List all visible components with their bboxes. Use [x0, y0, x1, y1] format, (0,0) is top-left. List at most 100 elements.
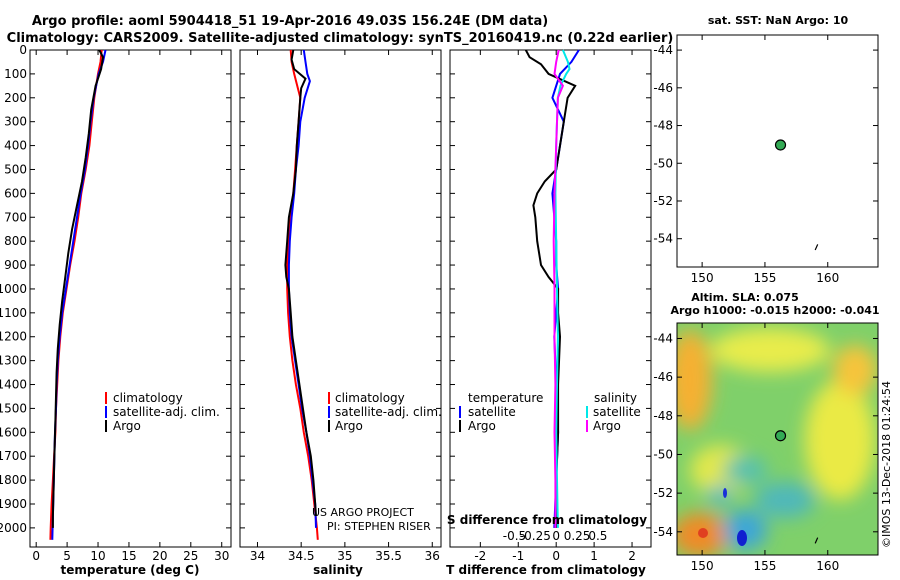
coast-fragment	[814, 244, 819, 251]
temperature-panel-frame	[29, 49, 232, 548]
coast-fragment	[814, 537, 819, 544]
x-tick-label: 2	[628, 549, 636, 563]
y-tick-label: 1600	[0, 425, 27, 439]
sla-blob-cyan	[723, 456, 767, 484]
x-tick-label: 35	[337, 549, 352, 563]
sla-core-blue	[723, 488, 727, 498]
y-tick-label: 1500	[0, 401, 27, 415]
imos-timestamp: ©IMOS 13-Dec-2018 01:24:54	[880, 381, 893, 548]
salinity-legend: climatology satellite-adj. clim. Argo	[328, 391, 442, 433]
s-top-tick-label: 0	[552, 529, 560, 543]
x-tick-label: 20	[152, 549, 167, 563]
y-tick-label: 800	[4, 234, 27, 248]
altim-map-title-1: Altim. SLA: 0.075	[691, 291, 798, 304]
map-lon-label: 160	[816, 271, 839, 285]
x-tick-label: 0	[552, 549, 560, 563]
altim-map-plot: -44 -46 -48 -50 -52 -54 150 155 160	[653, 323, 878, 573]
series-line-salinity-argo	[552, 49, 565, 528]
series-line-argo	[284, 49, 317, 516]
y-tick-label: 1300	[0, 354, 27, 368]
series-line-argo	[51, 49, 105, 528]
legend-clim-label: climatology	[113, 391, 183, 405]
series-line-satellite-adj-clim-	[287, 49, 317, 528]
y-tick-label: 1700	[0, 449, 27, 463]
map-lon-label: 160	[816, 559, 839, 573]
legend-argo-label: Argo	[113, 419, 141, 433]
map-lat-label: -46	[653, 81, 673, 95]
s-top-tick-label: -0.5	[503, 529, 526, 543]
difference-panel-frame	[449, 49, 652, 548]
x-tick-label: 34	[250, 549, 265, 563]
y-tick-label: 400	[4, 139, 27, 153]
sla-blob-cyan	[708, 485, 732, 505]
title-line-2: Climatology: CARS2009. Satellite-adjuste…	[7, 31, 674, 46]
map-lat-label: -44	[653, 43, 673, 57]
x-tick-label: 0	[32, 549, 40, 563]
x-tick-label: 10	[90, 549, 105, 563]
legend-sat-label: satellite-adj. clim.	[335, 405, 442, 419]
y-tick-label: 1800	[0, 473, 27, 487]
temperature-legend: climatology satellite-adj. clim. Argo	[105, 391, 220, 433]
temperature-axis-label: temperature (deg C)	[61, 563, 200, 577]
map-lat-label: -52	[653, 486, 673, 500]
s-top-tick-label: -0.25	[520, 529, 551, 543]
map-lat-label: -44	[653, 331, 673, 345]
map-lat-label: -52	[653, 194, 673, 208]
sla-core-red	[698, 528, 708, 538]
series-line-satellite-adj-clim-	[51, 49, 107, 540]
x-tick-label: 34.5	[288, 549, 315, 563]
salinity-plot	[284, 49, 319, 540]
y-tick-label: 900	[4, 258, 27, 272]
sla-blob-yellow	[690, 445, 750, 495]
legend-temp-argo-label: Argo	[468, 419, 496, 433]
title-line-1: Argo profile: aoml 5904418_51 19-Apr-201…	[32, 14, 548, 29]
float-position-marker	[774, 139, 787, 151]
map-lat-label: -54	[653, 525, 673, 539]
sst-map-title: sat. SST: NaN Argo: 10	[708, 14, 849, 27]
map-lat-label: -48	[653, 409, 673, 423]
x-tick-label: -2	[474, 549, 486, 563]
legend-argo-label: Argo	[335, 419, 363, 433]
y-tick-label: 500	[4, 162, 27, 176]
altim-map-frame	[676, 322, 879, 556]
map-lat-label: -50	[653, 156, 673, 170]
legend-sal-sat-label: satellite	[593, 405, 641, 419]
y-tick-label: 1200	[0, 330, 27, 344]
credit-line-1: US ARGO PROJECT	[312, 506, 414, 519]
map-lat-label: -50	[653, 447, 673, 461]
y-tick-label: 1000	[0, 282, 27, 296]
map-lat-label: -48	[653, 119, 673, 133]
float-position-marker	[774, 430, 787, 442]
y-tick-label: 1400	[0, 378, 27, 392]
sst-map-frame	[676, 34, 879, 268]
legend-salinity-heading: salinity	[594, 391, 637, 405]
credit-line-2: PI: STEPHEN RISER	[327, 520, 431, 533]
y-tick-label: 200	[4, 91, 27, 105]
temperature-plot	[49, 49, 107, 540]
sla-core-blue	[737, 530, 747, 546]
x-tick-label: 30	[214, 549, 229, 563]
series-line-climatology	[286, 49, 319, 540]
y-tick-label: 100	[4, 67, 27, 81]
sla-heatmap	[677, 323, 878, 555]
s-top-tick-label: 0.5	[588, 529, 607, 543]
map-lon-label: 150	[691, 271, 714, 285]
x-tick-label: 35.5	[375, 549, 402, 563]
y-tick-label: 1100	[0, 306, 27, 320]
x-tick-label: 15	[121, 549, 136, 563]
sla-blob-yellow	[805, 380, 875, 500]
altim-map-title-2: Argo h1000: -0.015 h2000: -0.041	[670, 304, 879, 317]
s-difference-axis-label: S difference from climatology	[447, 513, 647, 527]
y-tick-label: 300	[4, 115, 27, 129]
s-top-tick-label: 0.25	[564, 529, 591, 543]
axis-ticks: 0100200300400500600700800900100011001200…	[0, 43, 651, 563]
sla-blob-orange	[833, 345, 877, 395]
t-difference-axis-label: T difference from climatology	[446, 563, 646, 577]
map-lat-label: -54	[653, 232, 673, 246]
legend-sat-label: satellite-adj. clim.	[113, 405, 220, 419]
sst-map-plot: -44 -46 -48 -50 -52 -54 150 155 160	[653, 35, 878, 285]
y-tick-label: 1900	[0, 497, 27, 511]
x-tick-label: 25	[183, 549, 198, 563]
salinity-panel-frame	[239, 49, 442, 548]
